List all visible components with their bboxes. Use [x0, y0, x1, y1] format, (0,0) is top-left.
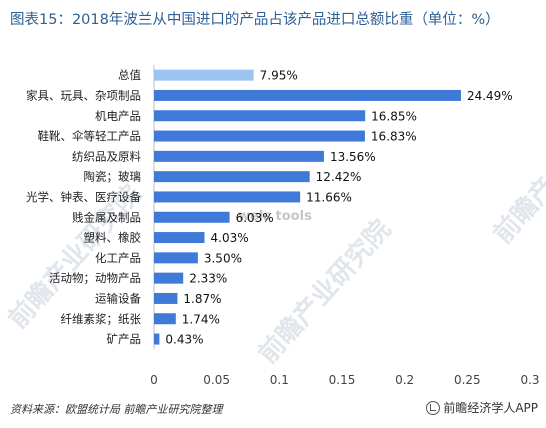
data-label: 1.87% — [183, 292, 221, 306]
category-label: 家具、玩具、杂项制品 — [26, 88, 141, 102]
data-label: 3.50% — [204, 251, 242, 265]
data-label: 7.95% — [260, 69, 298, 83]
x-tick-label: 0.3 — [520, 373, 539, 387]
bar — [154, 130, 365, 142]
qianzhan-logo-icon — [426, 400, 441, 415]
data-label: 4.03% — [211, 231, 249, 245]
category-label: 总值 — [118, 68, 141, 82]
bar — [154, 150, 324, 162]
data-label: 0.43% — [165, 333, 203, 347]
x-tick-label: 0.2 — [395, 373, 414, 387]
bars: 总值 7.95% 家具、玩具、杂项制品 24.49% 机电产品 16.85% 鞋靴、伞等轻工… — [26, 68, 513, 346]
bar — [154, 232, 205, 244]
x-tick-label: 0.05 — [203, 373, 230, 387]
footer-brand-label: 前瞻经济学人APP — [443, 401, 538, 415]
bar — [154, 333, 160, 345]
category-label: 鞋靴、伞等轻工产品 — [38, 129, 142, 143]
bar — [154, 313, 176, 325]
data-label: 13.56% — [330, 150, 376, 164]
bar — [154, 252, 198, 264]
watermark-tool: wels tools — [238, 209, 312, 224]
x-tick-label: 0 — [150, 373, 158, 387]
category-label: 机电产品 — [95, 109, 141, 123]
category-label: 化工产品 — [95, 251, 141, 265]
category-label: 活动物；动物产品 — [49, 271, 141, 285]
x-tick-label: 0.1 — [270, 373, 289, 387]
category-label: 光学、钟表、医疗设备 — [26, 190, 141, 204]
data-label: 11.66% — [306, 190, 352, 204]
watermark-brand-right: 前瞻产业研究院 — [487, 94, 546, 250]
bar — [154, 211, 230, 223]
category-label: 矿产品 — [107, 332, 142, 346]
chart-title: 图表15：2018年波兰从中国进口的产品占该产品进口总额比重（单位：%） — [10, 12, 500, 28]
data-label: 12.42% — [316, 170, 362, 184]
bar — [154, 292, 178, 304]
data-label: 6.03% — [236, 211, 274, 225]
bar — [154, 110, 366, 122]
data-label: 16.83% — [371, 130, 417, 144]
x-tick-label: 0.25 — [454, 373, 481, 387]
category-label: 贱金属及制品 — [72, 210, 141, 224]
bar — [154, 191, 301, 203]
footer-brand: 前瞻经济学人APP — [426, 399, 538, 416]
data-label: 1.74% — [182, 312, 220, 326]
bar — [154, 272, 184, 284]
bar — [154, 171, 310, 183]
data-label: 2.33% — [189, 272, 227, 286]
data-label: 16.85% — [371, 109, 417, 123]
category-label: 塑料、橡胶 — [84, 231, 142, 245]
category-label: 运输设备 — [95, 291, 141, 305]
bar — [154, 89, 461, 101]
category-label: 纤维素浆；纸张 — [61, 312, 142, 326]
watermark-brand-center: 前瞻产业研究院 — [252, 214, 397, 370]
category-label: 陶瓷；玻璃 — [84, 170, 142, 184]
x-tick-label: 0.15 — [329, 373, 356, 387]
bar — [154, 69, 254, 81]
source-note: 资料来源：欧盟统计局 前瞻产业研究院整理 — [10, 403, 223, 416]
data-label: 24.49% — [467, 89, 513, 103]
category-label: 纺织品及原料 — [72, 149, 141, 163]
